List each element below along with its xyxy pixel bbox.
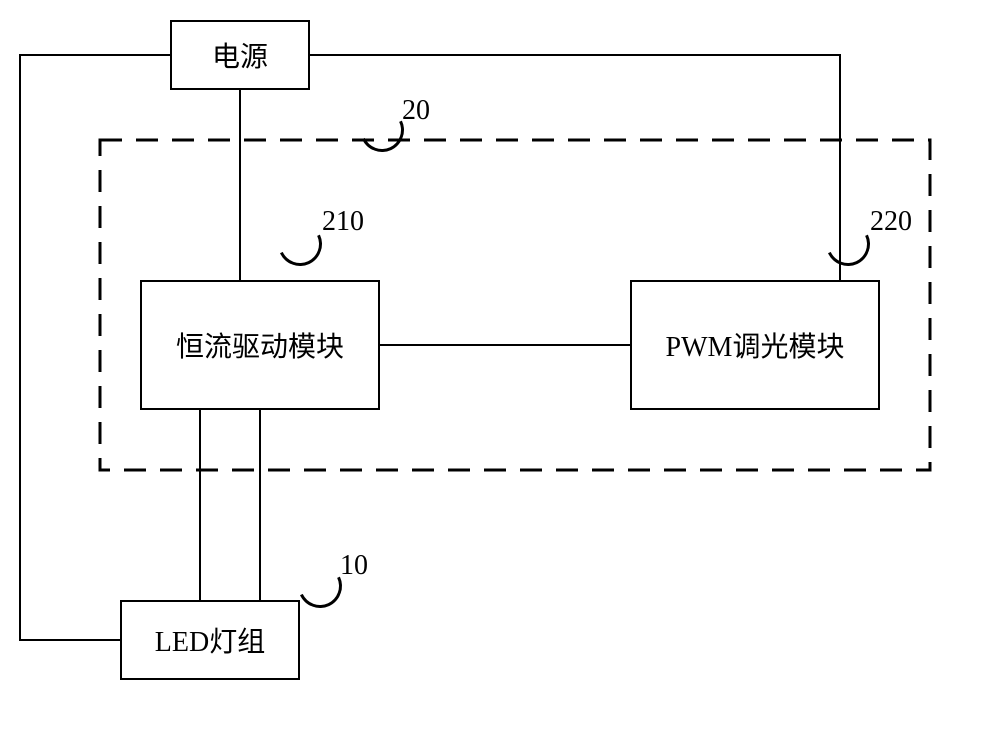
driver-label: 恒流驱动模块 <box>176 325 344 365</box>
callout-20: 20 <box>402 95 430 127</box>
callout-arc-220 <box>820 216 876 272</box>
driver-node: 恒流驱动模块 <box>140 280 380 410</box>
diagram-stage: 电源 恒流驱动模块 PWM调光模块 LED灯组 20 210 220 10 <box>0 0 1000 741</box>
callout-220: 220 <box>870 206 912 238</box>
callout-arc-210 <box>272 216 328 272</box>
callout-210: 210 <box>322 206 364 238</box>
led-label: LED灯组 <box>155 620 265 660</box>
edge-power-pwm <box>310 55 840 280</box>
power-label: 电源 <box>212 35 268 75</box>
led-node: LED灯组 <box>120 600 300 680</box>
pwm-label: PWM调光模块 <box>666 325 845 365</box>
callout-10: 10 <box>340 550 368 582</box>
power-node: 电源 <box>170 20 310 90</box>
pwm-node: PWM调光模块 <box>630 280 880 410</box>
